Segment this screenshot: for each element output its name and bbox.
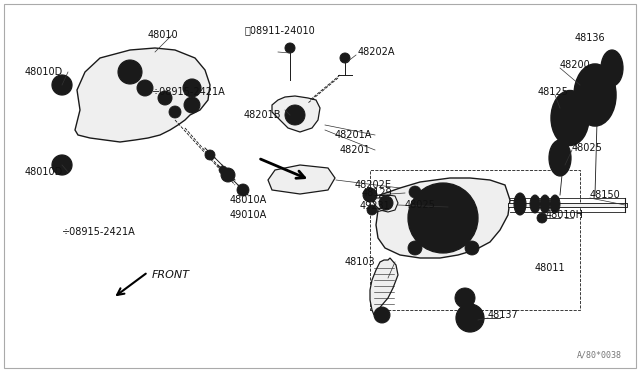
Text: 48011: 48011 [535,263,566,273]
Circle shape [377,310,387,320]
Text: ÷08915-2421A: ÷08915-2421A [152,87,226,97]
Circle shape [408,183,478,253]
Ellipse shape [542,198,548,210]
Circle shape [465,241,479,255]
Circle shape [429,204,457,232]
Circle shape [237,184,249,196]
Ellipse shape [540,195,550,213]
Circle shape [461,309,479,327]
Ellipse shape [551,90,589,145]
Circle shape [285,43,295,53]
Circle shape [52,75,72,95]
Text: 48129: 48129 [362,188,393,198]
Ellipse shape [574,64,616,126]
Polygon shape [75,48,210,142]
Text: 49010A: 49010A [230,210,268,220]
Circle shape [183,79,201,97]
Ellipse shape [605,55,619,80]
Text: 48025: 48025 [572,143,603,153]
Polygon shape [373,195,398,212]
Text: 48136: 48136 [575,33,605,43]
Text: 48137: 48137 [488,310,519,320]
Circle shape [285,105,305,125]
Text: FRONT: FRONT [152,270,190,280]
Polygon shape [268,165,335,194]
Text: 48125: 48125 [538,87,569,97]
Circle shape [158,91,172,105]
Circle shape [219,166,227,174]
Circle shape [184,97,200,113]
Circle shape [56,79,68,91]
Ellipse shape [553,145,567,170]
Text: 48010H: 48010H [546,210,584,220]
Text: 48150: 48150 [590,190,621,200]
Ellipse shape [557,98,583,138]
Polygon shape [272,96,320,132]
Circle shape [137,80,153,96]
Text: 49231: 49231 [360,201,391,211]
Text: 48010A: 48010A [230,195,268,205]
Circle shape [224,171,232,179]
Ellipse shape [514,193,526,215]
Circle shape [409,186,421,198]
Ellipse shape [563,106,577,130]
Circle shape [459,292,471,304]
Text: ÷08915-2421A: ÷08915-2421A [62,227,136,237]
Circle shape [169,106,181,118]
Ellipse shape [580,72,610,118]
Text: 48025: 48025 [405,200,436,210]
Circle shape [374,307,390,323]
Text: 48010D: 48010D [25,67,63,77]
Circle shape [118,60,142,84]
Text: 48202E: 48202E [355,180,392,190]
Polygon shape [370,258,398,315]
Circle shape [290,110,300,120]
Text: 48103: 48103 [345,257,376,267]
Text: 48201: 48201 [340,145,371,155]
Text: 48202A: 48202A [358,47,396,57]
Circle shape [379,196,393,210]
Circle shape [382,199,390,207]
Circle shape [456,304,484,332]
Text: 48010: 48010 [148,30,179,40]
Circle shape [56,159,68,171]
Circle shape [455,288,475,308]
Ellipse shape [532,198,538,210]
Text: 48200: 48200 [560,60,591,70]
Text: 48201B: 48201B [244,110,282,120]
Bar [370,170,580,310]
Circle shape [408,241,422,255]
Circle shape [205,150,215,160]
Circle shape [537,213,547,223]
Ellipse shape [530,195,540,213]
Ellipse shape [587,82,603,108]
Circle shape [221,168,235,182]
Circle shape [340,53,350,63]
Circle shape [123,65,137,79]
Circle shape [419,194,467,242]
Text: A/80*0038: A/80*0038 [577,351,622,360]
Circle shape [52,155,72,175]
Text: ⓝ08911-24010: ⓝ08911-24010 [245,25,316,35]
Ellipse shape [550,195,560,213]
Circle shape [366,191,374,199]
Ellipse shape [516,196,524,212]
Circle shape [363,188,377,202]
Ellipse shape [549,140,571,176]
Circle shape [436,211,450,225]
Text: 48010D: 48010D [25,167,63,177]
Text: 48201A: 48201A [335,130,372,140]
Ellipse shape [552,198,558,210]
Circle shape [367,205,377,215]
Polygon shape [376,178,510,258]
Circle shape [239,186,246,193]
Ellipse shape [601,50,623,86]
